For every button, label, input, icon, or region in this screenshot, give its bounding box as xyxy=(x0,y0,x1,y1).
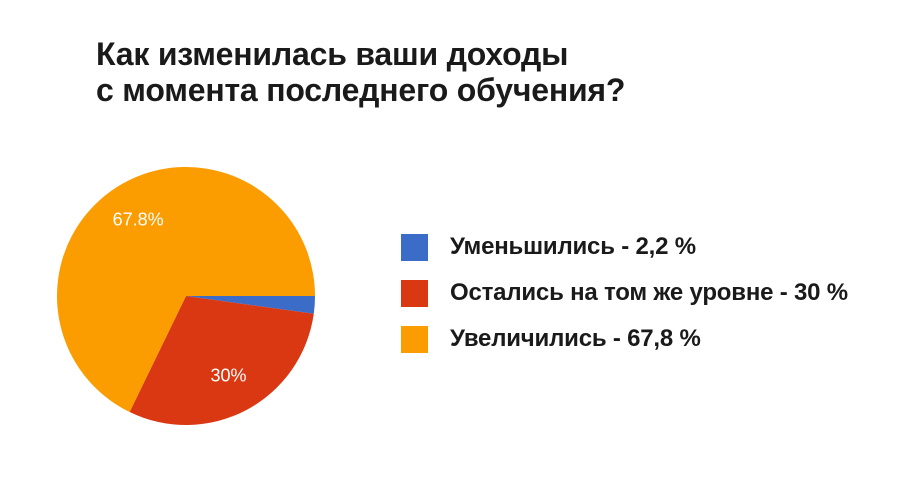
pie-slice-label: 67.8% xyxy=(113,210,164,230)
legend-item-increased: Увеличились - 67,8 % xyxy=(401,316,848,362)
legend-label-increased: Увеличились - 67,8 % xyxy=(450,325,701,352)
pie-slice-2 xyxy=(129,296,314,425)
legend-label-decreased: Уменьшились - 2,2 % xyxy=(450,233,696,260)
legend-item-decreased: Уменьшились - 2,2 % xyxy=(401,224,848,270)
pie-chart-svg: 30% 67.8% xyxy=(56,166,315,425)
pie-slice-label: 30% xyxy=(210,366,246,386)
legend-swatch-orange-icon xyxy=(401,325,428,353)
pie-chart: 30% 67.8% xyxy=(56,166,316,426)
legend-item-same-level: Остались на том же уровне - 30 % xyxy=(401,270,848,316)
chart-title: Как изменилась ваши доходы с момента пос… xyxy=(96,36,626,108)
legend-swatch-red-icon xyxy=(401,279,428,307)
pie-slice-1 xyxy=(186,296,315,314)
pie-slice-3 xyxy=(56,166,315,413)
legend: Уменьшились - 2,2 % Остались на том же у… xyxy=(401,224,848,362)
legend-swatch-blue-icon xyxy=(401,233,428,261)
legend-label-same-level: Остались на том же уровне - 30 % xyxy=(450,279,848,306)
